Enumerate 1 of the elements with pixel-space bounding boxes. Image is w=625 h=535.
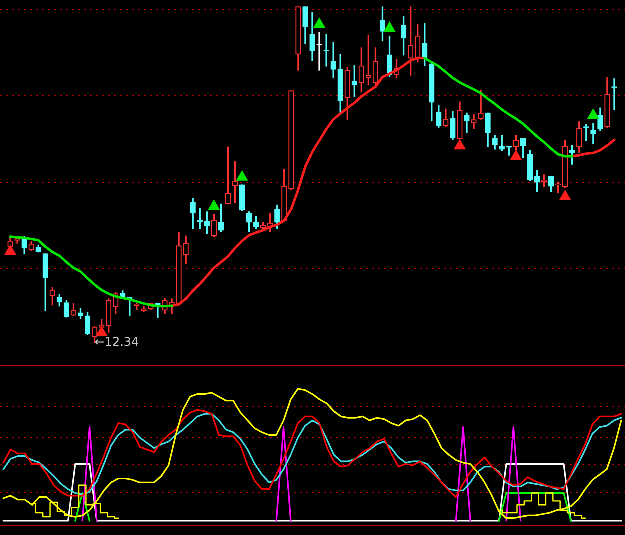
annotation: ←12.34 xyxy=(94,335,140,350)
